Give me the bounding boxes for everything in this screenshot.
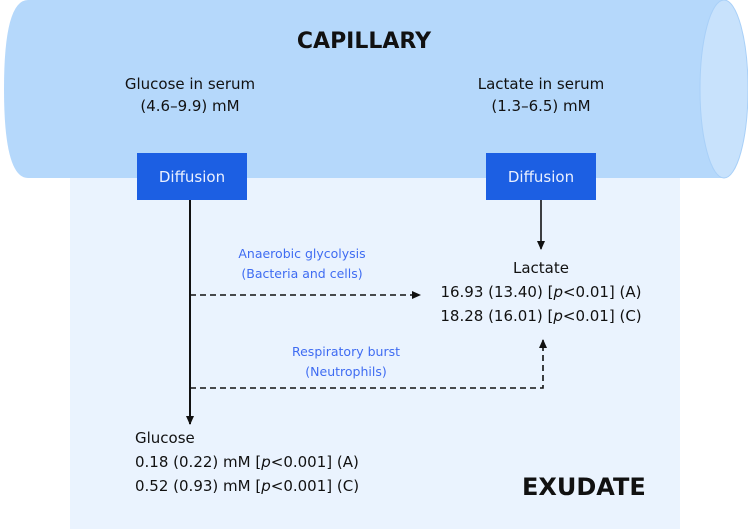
value: 0.52 (0.93) mM [ <box>135 477 262 495</box>
value: 0.18 (0.22) mM [ <box>135 453 262 471</box>
p-symbol: p <box>553 307 563 325</box>
value: 16.93 (13.40) [ <box>440 283 554 301</box>
glucose-serum-label: Glucose in serum <box>124 75 256 93</box>
glucose-label: Glucose <box>135 429 195 447</box>
capillary-tube <box>4 0 724 178</box>
glucose-exudate-block: Glucose 0.18 (0.22) mM [p<0.001] (A) 0.5… <box>135 426 359 498</box>
lactate-serum-block: Lactate in serum (1.3–6.5) mM <box>478 73 605 117</box>
anaerobic-line2: (Bacteria and cells) <box>241 266 363 281</box>
value-suffix: <0.001] (A) <box>270 453 359 471</box>
value: 18.28 (16.01) [ <box>440 307 554 325</box>
lactate-exudate-block: Lactate 16.93 (13.40) [p<0.01] (A) 18.28… <box>440 256 641 328</box>
respiratory-burst-arrow <box>190 339 547 389</box>
value-suffix: <0.01] (C) <box>562 307 642 325</box>
glucose-serum-range: (4.6–9.9) mM <box>140 97 240 115</box>
exudate-region <box>70 150 680 529</box>
lactate-label: Lactate <box>513 259 569 277</box>
value-suffix: <0.001] (C) <box>270 477 360 495</box>
value-suffix: <0.01] (A) <box>562 283 642 301</box>
glucose-serum-block: Glucose in serum (4.6–9.9) mM <box>125 73 255 117</box>
exudate-title: EXUDATE <box>522 473 646 501</box>
lactate-row-c: 18.28 (16.01) [p<0.01] (C) <box>440 304 641 328</box>
p-symbol: p <box>261 477 271 495</box>
glucose-row-a: 0.18 (0.22) mM [p<0.001] (A) <box>135 450 359 474</box>
anaerobic-line1: Anaerobic glycolysis <box>238 246 366 261</box>
lactate-serum-range: (1.3–6.5) mM <box>491 97 591 115</box>
capillary-tube-end <box>699 0 748 179</box>
respiratory-burst-label: Respiratory burst (Neutrophils) <box>292 342 400 382</box>
respiratory-line1: Respiratory burst <box>291 344 401 359</box>
anaerobic-glycolysis-label: Anaerobic glycolysis (Bacteria and cells… <box>238 244 365 284</box>
lactate-row-a: 16.93 (13.40) [p<0.01] (A) <box>440 280 641 304</box>
p-symbol: p <box>553 283 563 301</box>
p-symbol: p <box>261 453 271 471</box>
respiratory-line2: (Neutrophils) <box>305 364 387 379</box>
lactate-diffusion-box: Diffusion <box>486 153 596 200</box>
capillary-title: CAPILLARY <box>296 29 432 54</box>
lactate-serum-label: Lactate in serum <box>477 75 605 93</box>
glucose-row-c: 0.52 (0.93) mM [p<0.001] (C) <box>135 474 359 498</box>
glucose-diffusion-box: Diffusion <box>137 153 247 200</box>
